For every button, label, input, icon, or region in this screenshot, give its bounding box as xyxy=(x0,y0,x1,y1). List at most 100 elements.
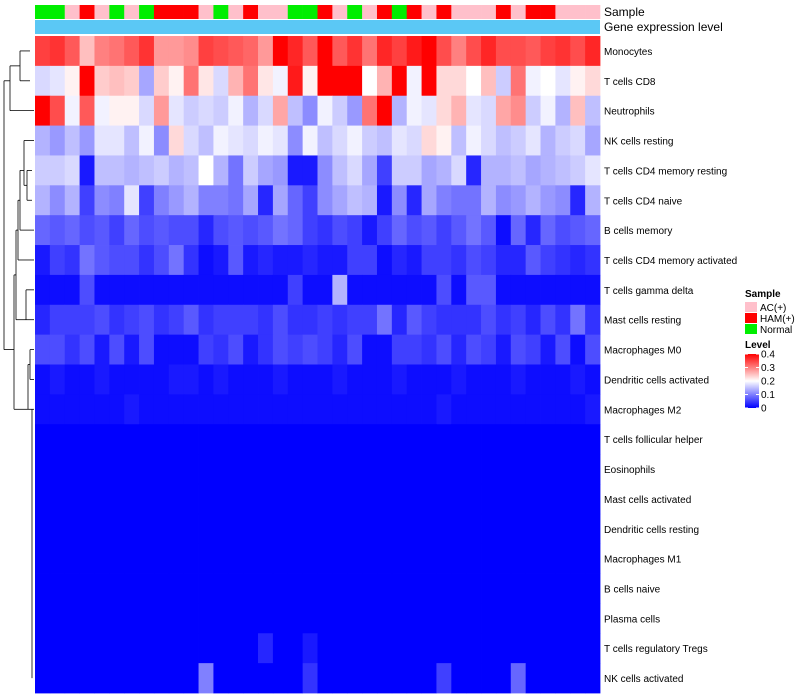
sample-annotation-cell xyxy=(302,5,318,19)
heatmap-cell xyxy=(287,573,304,604)
heatmap-cell xyxy=(362,274,378,306)
heatmap-cell xyxy=(570,663,586,694)
heatmap-cell xyxy=(243,245,259,276)
heatmap-cell xyxy=(272,633,289,664)
heatmap-cell xyxy=(153,304,170,336)
heatmap-cell xyxy=(585,185,601,216)
heatmap-cell xyxy=(347,185,363,216)
row-label: Dendritic cells activated xyxy=(604,375,709,386)
sample-annotation-cell xyxy=(153,5,170,19)
heatmap-cell xyxy=(421,185,437,216)
heatmap-cell xyxy=(213,633,229,664)
heatmap-cell xyxy=(64,424,81,455)
heatmap-cell xyxy=(332,274,348,306)
sample-annotation-cell xyxy=(481,5,497,19)
heatmap-cell xyxy=(510,603,527,634)
heatmap-cell xyxy=(540,573,556,604)
level-color-bar xyxy=(745,354,759,408)
heatmap-cell xyxy=(64,603,81,634)
heatmap-cell xyxy=(243,573,259,604)
heatmap-cell xyxy=(79,274,95,306)
heatmap-cell xyxy=(362,334,378,365)
heatmap-cell xyxy=(376,573,393,604)
heatmap-cell xyxy=(168,663,185,694)
heatmap-cell xyxy=(213,65,229,97)
row-label: Dendritic cells resting xyxy=(604,525,699,536)
heatmap-cell xyxy=(198,364,214,395)
heatmap-cell xyxy=(35,304,51,336)
heatmap-cell xyxy=(183,245,199,276)
heatmap-cell xyxy=(258,65,274,97)
heatmap-cell xyxy=(510,125,527,156)
heatmap-cell xyxy=(525,125,541,156)
heatmap-cell xyxy=(421,95,437,126)
heatmap-cell xyxy=(376,334,393,365)
heatmap-cell xyxy=(228,274,244,306)
sample-annotation-cell xyxy=(272,5,289,19)
heatmap-cell xyxy=(168,185,185,216)
heatmap-cell xyxy=(347,334,363,365)
heatmap-cell xyxy=(272,185,289,216)
heatmap-cell xyxy=(481,513,497,545)
heatmap-cell xyxy=(168,513,185,545)
heatmap-cell xyxy=(124,185,140,216)
sample-annotation-cell xyxy=(525,5,541,19)
heatmap-cell xyxy=(332,36,348,67)
heatmap-cell xyxy=(139,454,155,485)
heatmap-cell xyxy=(481,454,497,485)
heatmap-cell xyxy=(570,603,586,634)
sample-legend-label: AC(+) xyxy=(760,303,786,314)
row-label: T cells CD8 xyxy=(604,77,656,88)
heatmap-cell xyxy=(258,185,274,216)
level-legend: Level 0.4 0.3 0.2 0.1 0 xyxy=(745,340,775,415)
heatmap-cell xyxy=(421,483,437,515)
heatmap-cell xyxy=(49,155,66,186)
heatmap-cell xyxy=(168,454,185,485)
heatmap-cell xyxy=(495,95,512,126)
heatmap-cell xyxy=(436,364,452,395)
heatmap-cell xyxy=(49,65,66,97)
heatmap-cell xyxy=(481,663,497,694)
row-label: Mast cells resting xyxy=(604,316,681,327)
heatmap-cell xyxy=(555,125,571,156)
heatmap-cell xyxy=(79,334,95,365)
heatmap-cell xyxy=(585,424,601,455)
heatmap-cell xyxy=(317,65,333,97)
heatmap-cell xyxy=(228,304,244,336)
heatmap-cell xyxy=(510,36,527,67)
heatmap-cell xyxy=(168,424,185,455)
heatmap-cell xyxy=(35,394,51,425)
sample-annotation-cell xyxy=(347,5,363,19)
heatmap-cell xyxy=(332,543,348,574)
heatmap-cell xyxy=(183,633,199,664)
heatmap-cell xyxy=(243,663,259,694)
sample-annotation-cell xyxy=(332,5,348,19)
heatmap-cell xyxy=(555,424,571,455)
sample-annotation-cell xyxy=(421,5,437,19)
level-tick-label: 0.1 xyxy=(761,390,775,401)
heatmap-cell xyxy=(332,573,348,604)
heatmap-cell xyxy=(585,95,601,126)
heatmap-cell xyxy=(481,603,497,634)
heatmap-cell xyxy=(391,155,408,186)
heatmap-cell xyxy=(406,36,422,67)
heatmap-cell xyxy=(362,215,378,246)
heatmap-cell xyxy=(302,394,318,425)
heatmap-cell xyxy=(391,543,408,574)
heatmap-cell xyxy=(406,513,422,545)
heatmap-cell xyxy=(525,185,541,216)
sample-annotation-cell xyxy=(183,5,199,19)
heatmap-cell xyxy=(406,65,422,97)
heatmap-cell xyxy=(153,483,170,515)
heatmap-cell xyxy=(109,155,125,186)
heatmap-cell xyxy=(466,483,482,515)
heatmap-cell xyxy=(525,245,541,276)
sample-legend-swatch xyxy=(745,324,757,334)
sample-legend-label: Normal xyxy=(760,325,792,336)
heatmap-cell xyxy=(153,125,170,156)
heatmap-cell xyxy=(540,633,556,664)
heatmap-cell xyxy=(168,304,185,336)
heatmap-cell xyxy=(540,663,556,694)
heatmap-cell xyxy=(168,543,185,574)
heatmap-cell xyxy=(570,573,586,604)
